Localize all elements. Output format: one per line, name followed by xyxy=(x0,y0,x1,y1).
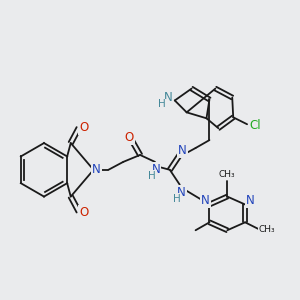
Text: H: H xyxy=(148,171,156,181)
Text: O: O xyxy=(124,130,134,144)
Text: N: N xyxy=(178,145,187,158)
Text: N: N xyxy=(152,163,160,176)
Text: N: N xyxy=(201,194,210,207)
Text: N: N xyxy=(246,194,254,207)
Text: N: N xyxy=(164,91,172,104)
Text: H: H xyxy=(173,194,181,203)
Text: N: N xyxy=(177,186,186,199)
Text: O: O xyxy=(79,121,88,134)
Text: Cl: Cl xyxy=(249,119,261,132)
Text: CH₃: CH₃ xyxy=(259,225,275,234)
Text: N: N xyxy=(92,163,101,176)
Text: O: O xyxy=(79,206,88,219)
Text: H: H xyxy=(158,99,166,110)
Text: CH₃: CH₃ xyxy=(219,170,236,179)
